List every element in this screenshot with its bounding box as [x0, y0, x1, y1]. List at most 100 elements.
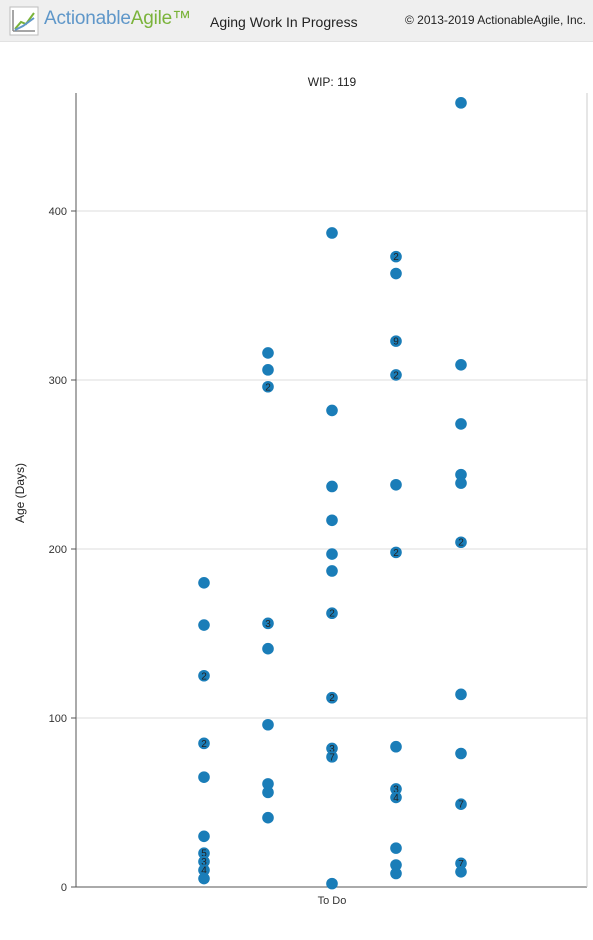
data-point[interactable]: 7 [455, 798, 467, 811]
data-point[interactable]: 3 [198, 855, 210, 868]
data-point-marker[interactable] [390, 842, 402, 854]
data-point-marker[interactable] [262, 617, 274, 630]
data-point-marker[interactable] [326, 751, 338, 763]
data-point[interactable]: 3 [390, 783, 402, 795]
data-point-marker[interactable] [198, 847, 210, 859]
data-point[interactable] [326, 480, 338, 493]
data-point[interactable] [262, 778, 274, 790]
data-point[interactable]: 5 [198, 847, 210, 860]
data-point[interactable]: 4 [198, 864, 210, 877]
data-point[interactable]: 2 [198, 669, 210, 682]
data-point[interactable]: 4 [390, 791, 402, 804]
data-point[interactable] [326, 877, 338, 890]
data-point[interactable] [198, 830, 210, 843]
data-point-marker[interactable] [455, 358, 467, 371]
data-point-marker[interactable] [262, 718, 274, 731]
data-point[interactable] [455, 747, 467, 760]
data-point-marker[interactable] [326, 227, 338, 239]
data-point-marker[interactable] [455, 477, 467, 489]
data-point-marker[interactable] [455, 418, 467, 430]
data-point[interactable] [262, 364, 274, 376]
data-point[interactable]: 2 [390, 546, 402, 559]
data-point-marker[interactable] [262, 347, 274, 359]
data-point-marker[interactable] [390, 267, 402, 280]
data-point[interactable] [326, 227, 338, 239]
data-point[interactable]: 2 [262, 380, 274, 393]
data-point-marker[interactable] [390, 740, 402, 753]
data-point-marker[interactable] [455, 857, 467, 870]
data-point[interactable] [326, 404, 338, 417]
data-point-marker[interactable] [198, 771, 210, 783]
data-point-marker[interactable] [455, 536, 467, 549]
data-point[interactable]: 9 [390, 335, 402, 348]
data-point[interactable]: 2 [455, 536, 467, 549]
data-point[interactable] [262, 718, 274, 731]
data-point-marker[interactable] [262, 380, 274, 393]
data-point[interactable] [198, 771, 210, 783]
data-point-marker[interactable] [262, 811, 274, 824]
data-point-marker[interactable] [455, 798, 467, 810]
data-point-marker[interactable] [455, 97, 467, 109]
data-point-marker[interactable] [390, 369, 402, 381]
data-point[interactable] [262, 347, 274, 359]
data-point-marker[interactable] [198, 864, 210, 876]
data-point-marker[interactable] [326, 480, 338, 493]
data-point-marker[interactable] [326, 877, 338, 890]
data-point-marker[interactable] [262, 642, 274, 655]
data-point[interactable] [262, 786, 274, 799]
data-point[interactable] [390, 267, 402, 280]
data-point-marker[interactable] [262, 778, 274, 790]
data-point-marker[interactable] [390, 867, 402, 880]
data-point-marker[interactable] [262, 364, 274, 376]
data-point-marker[interactable] [262, 786, 274, 799]
data-point-marker[interactable] [455, 468, 467, 481]
data-point[interactable] [455, 358, 467, 371]
data-point-marker[interactable] [455, 865, 467, 878]
data-point[interactable] [455, 468, 467, 481]
data-point[interactable] [390, 740, 402, 753]
data-point[interactable] [455, 477, 467, 489]
data-point-marker[interactable] [326, 691, 338, 704]
data-point-marker[interactable] [390, 783, 402, 795]
data-point[interactable] [262, 811, 274, 824]
data-point[interactable] [326, 548, 338, 560]
data-point-marker[interactable] [326, 565, 338, 577]
data-point-marker[interactable] [455, 747, 467, 760]
data-point-marker[interactable] [390, 478, 402, 491]
brand-name[interactable]: ActionableAgile™ [44, 8, 191, 30]
data-point-marker[interactable] [390, 250, 402, 263]
data-point[interactable] [390, 867, 402, 880]
data-point[interactable]: 3 [262, 617, 274, 630]
data-point-marker[interactable] [390, 859, 402, 871]
data-point-marker[interactable] [326, 607, 338, 620]
data-point[interactable] [455, 688, 467, 701]
data-point[interactable] [198, 872, 210, 885]
data-point[interactable]: 3 [326, 742, 338, 755]
data-point[interactable] [455, 97, 467, 109]
data-point-marker[interactable] [198, 577, 210, 589]
data-point-marker[interactable] [198, 872, 210, 885]
data-point-marker[interactable] [198, 737, 210, 750]
data-point[interactable] [326, 565, 338, 577]
data-point-marker[interactable] [198, 619, 210, 631]
data-point-marker[interactable] [326, 514, 338, 527]
data-point[interactable]: 7 [455, 857, 467, 870]
data-point[interactable] [390, 478, 402, 491]
data-point-marker[interactable] [198, 669, 210, 682]
data-point[interactable] [455, 418, 467, 430]
data-point[interactable] [390, 842, 402, 854]
data-point-marker[interactable] [198, 855, 210, 868]
data-point[interactable]: 2 [326, 607, 338, 620]
data-point-marker[interactable] [326, 742, 338, 755]
data-point[interactable] [262, 642, 274, 655]
data-point[interactable]: 2 [390, 369, 402, 381]
data-point-marker[interactable] [390, 335, 402, 347]
data-point[interactable]: 7 [326, 751, 338, 763]
data-point[interactable] [198, 619, 210, 631]
data-point[interactable] [198, 577, 210, 589]
data-point[interactable] [326, 514, 338, 527]
data-point[interactable]: 2 [198, 737, 210, 750]
data-point-marker[interactable] [326, 404, 338, 417]
data-point[interactable] [455, 865, 467, 878]
data-point-marker[interactable] [390, 791, 402, 804]
